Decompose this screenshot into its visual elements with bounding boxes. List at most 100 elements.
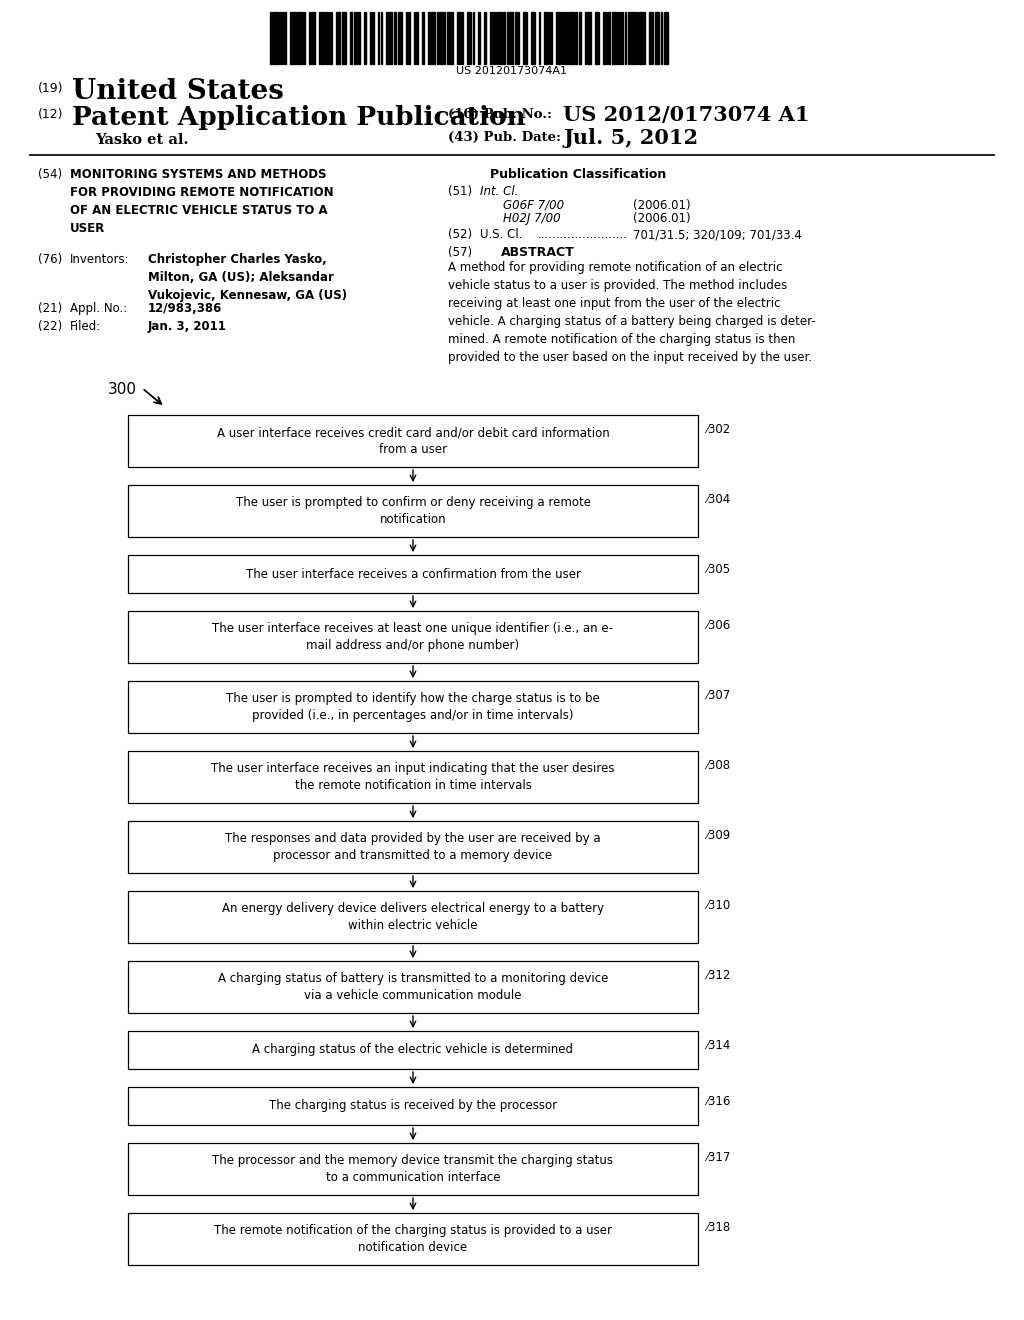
Text: (2006.01): (2006.01) <box>633 199 690 213</box>
Text: (43) Pub. Date:: (43) Pub. Date: <box>449 131 561 144</box>
Text: H02J 7/00: H02J 7/00 <box>503 213 560 224</box>
Text: The responses and data provided by the user are received by a
processor and tran: The responses and data provided by the u… <box>225 832 601 862</box>
Text: Inventors:: Inventors: <box>70 253 130 267</box>
Text: Jan. 3, 2011: Jan. 3, 2011 <box>148 319 227 333</box>
Bar <box>128 751 698 803</box>
Bar <box>449 12 453 63</box>
Text: ⁄308: ⁄308 <box>706 759 730 772</box>
Bar <box>664 12 668 63</box>
Bar <box>290 12 294 63</box>
Text: A method for providing remote notification of an electric
vehicle status to a us: A method for providing remote notificati… <box>449 261 816 364</box>
Bar <box>336 12 340 63</box>
Bar <box>326 12 328 63</box>
Bar <box>498 12 502 63</box>
Bar <box>398 12 402 63</box>
Text: The charging status is received by the processor: The charging status is received by the p… <box>269 1100 557 1113</box>
Text: ⁄304: ⁄304 <box>706 492 730 506</box>
Bar <box>544 12 548 63</box>
Text: The user interface receives at least one unique identifier (i.e., an e-
mail add: The user interface receives at least one… <box>213 622 613 652</box>
Text: Appl. No.:: Appl. No.: <box>70 302 127 315</box>
Bar <box>579 12 581 63</box>
Text: (2006.01): (2006.01) <box>633 213 690 224</box>
Text: ⁄310: ⁄310 <box>706 899 730 912</box>
Bar <box>128 1143 698 1195</box>
Bar <box>478 12 480 63</box>
Bar <box>575 12 577 63</box>
Text: Patent Application Publication: Patent Application Publication <box>72 106 525 129</box>
Text: ........................: ........................ <box>538 228 628 242</box>
Text: MONITORING SYSTEMS AND METHODS
FOR PROVIDING REMOTE NOTIFICATION
OF AN ELECTRIC : MONITORING SYSTEMS AND METHODS FOR PROVI… <box>70 168 334 235</box>
Text: ABSTRACT: ABSTRACT <box>501 246 574 259</box>
Bar <box>128 961 698 1012</box>
Text: Jul. 5, 2012: Jul. 5, 2012 <box>563 128 698 148</box>
Text: 12/983,386: 12/983,386 <box>148 302 222 315</box>
Bar <box>631 12 633 63</box>
Text: ⁄316: ⁄316 <box>706 1096 730 1107</box>
Text: Christopher Charles Yasko,
Milton, GA (US); Aleksandar
Vukojevic, Kennesaw, GA (: Christopher Charles Yasko, Milton, GA (U… <box>148 253 347 302</box>
Bar <box>618 12 621 63</box>
Text: 701/31.5; 320/109; 701/33.4: 701/31.5; 320/109; 701/33.4 <box>633 228 802 242</box>
Text: The processor and the memory device transmit the charging status
to a communicat: The processor and the memory device tran… <box>213 1154 613 1184</box>
Text: United States: United States <box>72 78 284 106</box>
Bar <box>457 12 461 63</box>
Bar <box>484 12 486 63</box>
Bar <box>628 12 630 63</box>
Text: G06F 7/00: G06F 7/00 <box>503 199 564 213</box>
Bar <box>128 1086 698 1125</box>
Text: U.S. Cl.: U.S. Cl. <box>480 228 522 242</box>
Bar <box>270 12 272 63</box>
Text: A charging status of battery is transmitted to a monitoring device
via a vehicle: A charging status of battery is transmit… <box>218 973 608 1002</box>
Bar <box>515 12 517 63</box>
Text: (21): (21) <box>38 302 62 315</box>
Text: Publication Classification: Publication Classification <box>489 168 667 181</box>
Text: (76): (76) <box>38 253 62 267</box>
Bar <box>128 554 698 593</box>
Text: ⁄317: ⁄317 <box>706 1151 730 1164</box>
Bar <box>342 12 346 63</box>
Bar <box>558 12 560 63</box>
Bar <box>503 12 505 63</box>
Text: (52): (52) <box>449 228 472 242</box>
Bar <box>612 12 616 63</box>
Bar <box>364 12 366 63</box>
Text: (54): (54) <box>38 168 62 181</box>
Text: (22): (22) <box>38 319 62 333</box>
Bar <box>128 681 698 733</box>
Bar <box>587 12 591 63</box>
Bar <box>639 12 643 63</box>
Bar <box>321 12 323 63</box>
Bar <box>128 1213 698 1265</box>
Bar <box>128 611 698 663</box>
Text: The user is prompted to confirm or deny receiving a remote
notification: The user is prompted to confirm or deny … <box>236 496 591 525</box>
Text: (57): (57) <box>449 246 472 259</box>
Text: ⁄302: ⁄302 <box>706 422 730 436</box>
Text: ⁄309: ⁄309 <box>706 829 730 842</box>
Text: (12): (12) <box>38 108 63 121</box>
Bar <box>386 12 390 63</box>
Bar <box>128 1031 698 1069</box>
Text: (19): (19) <box>38 82 63 95</box>
Text: ⁄314: ⁄314 <box>706 1039 730 1052</box>
Bar <box>280 12 282 63</box>
Bar <box>394 12 396 63</box>
Text: (10) Pub. No.:: (10) Pub. No.: <box>449 108 552 121</box>
Bar <box>128 414 698 467</box>
Bar <box>370 12 372 63</box>
Text: US 20120173074A1: US 20120173074A1 <box>457 66 567 77</box>
Text: ⁄305: ⁄305 <box>706 564 730 576</box>
Text: ⁄306: ⁄306 <box>706 619 730 632</box>
Bar <box>358 12 360 63</box>
Bar <box>509 12 513 63</box>
Bar <box>313 12 315 63</box>
Bar <box>416 12 418 63</box>
Bar <box>128 821 698 873</box>
Bar <box>297 12 301 63</box>
Bar <box>422 12 424 63</box>
Text: ⁄318: ⁄318 <box>706 1221 730 1234</box>
Bar <box>439 12 443 63</box>
Text: 300: 300 <box>108 381 137 397</box>
Text: Int. Cl.: Int. Cl. <box>480 185 518 198</box>
Bar <box>350 12 352 63</box>
Text: An energy delivery device delivers electrical energy to a battery
within electri: An energy delivery device delivers elect… <box>222 903 604 932</box>
Text: A user interface receives credit card and/or debit card information
from a user: A user interface receives credit card an… <box>217 426 609 455</box>
